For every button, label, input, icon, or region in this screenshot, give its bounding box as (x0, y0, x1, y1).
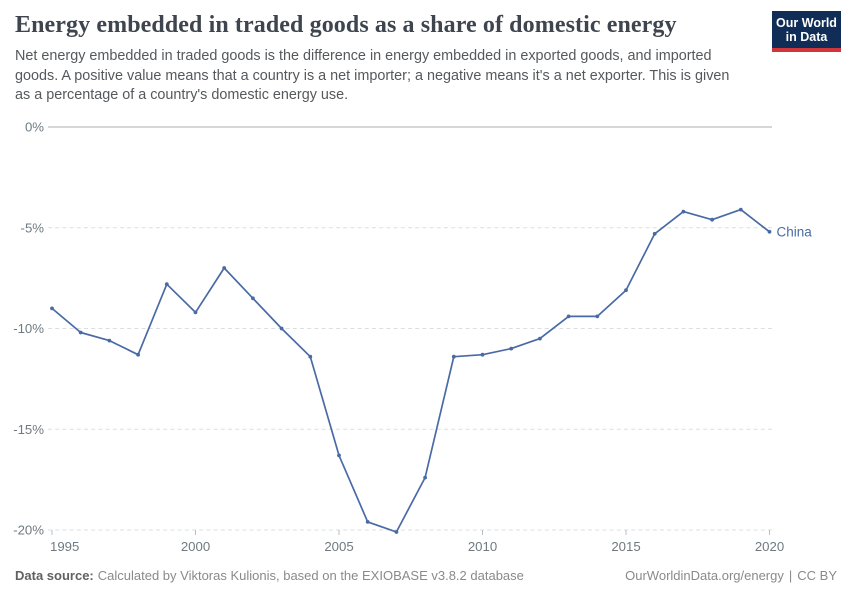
chart-subtitle-line: as a percentage of a country's domestic … (15, 87, 349, 103)
x-axis-label: 1995 (50, 539, 79, 554)
data-point-2017[interactable] (681, 209, 686, 214)
chart-subtitle-line: goods. A positive value means that a cou… (15, 67, 730, 84)
data-point-2002[interactable] (251, 296, 255, 301)
chart-subtitle: Net energy embedded in traded goods is t… (15, 47, 729, 106)
y-axis-label: -15% (13, 422, 44, 437)
footer-divider: | (788, 568, 793, 583)
owid-url-link[interactable]: OurWorldinData.org/energy (625, 568, 784, 583)
data-point-2006[interactable] (365, 520, 370, 524)
data-point-1997[interactable] (107, 338, 112, 343)
x-axis-label: 2015 (611, 539, 640, 554)
data-point-2000[interactable] (193, 310, 198, 315)
data-point-2012[interactable] (538, 336, 542, 341)
data-point-1999[interactable] (164, 282, 169, 287)
data-point-2009[interactable] (451, 354, 456, 359)
data-point-2018[interactable] (710, 217, 714, 222)
data-point-2011[interactable] (509, 346, 514, 351)
y-axis-label: -10% (13, 321, 44, 336)
data-source: Data source: Calculated by Viktoras Kulio… (15, 568, 524, 583)
data-point-1998[interactable] (136, 352, 141, 357)
data-point-1995[interactable] (50, 306, 54, 311)
data-point-2007[interactable] (394, 530, 399, 534)
data-point-2005[interactable] (337, 453, 341, 458)
data-point-2008[interactable] (423, 475, 427, 480)
data-point-2019[interactable] (738, 207, 743, 212)
license-text: CC BY (797, 568, 837, 583)
data-source-label: Data source: (15, 568, 94, 583)
x-axis-label: 2020 (755, 539, 784, 554)
data-point-2013[interactable] (566, 314, 571, 319)
data-point-2014[interactable] (595, 314, 600, 319)
data-point-1996[interactable] (78, 330, 83, 335)
chart-subtitle-line: Net energy embedded in traded goods is t… (15, 48, 712, 64)
y-axis-label: 0% (25, 120, 44, 135)
data-point-2003[interactable] (279, 326, 284, 331)
x-axis-label: 2000 (181, 539, 210, 554)
y-axis-label: -20% (13, 523, 44, 538)
data-point-2015[interactable] (624, 288, 628, 293)
chart-footer: Data source: Calculated by Viktoras Kulio… (15, 568, 837, 583)
data-point-2016[interactable] (652, 231, 657, 236)
data-point-2004[interactable] (308, 354, 313, 359)
page-title: Energy embedded in traded goods as a sha… (15, 12, 677, 38)
data-point-2020[interactable] (767, 229, 772, 234)
x-axis-label: 2010 (468, 539, 497, 554)
footer-right: OurWorldinData.org/energy | CC BY (625, 568, 837, 583)
china-series-line[interactable] (51, 208, 771, 533)
data-point-2001[interactable] (222, 266, 227, 270)
data-point-2010[interactable] (480, 352, 485, 357)
x-axis-label: 2005 (324, 539, 353, 554)
series-label-china[interactable]: China (777, 224, 813, 239)
y-axis-label: -5% (21, 220, 45, 235)
data-source-text: Calculated by Viktoras Kulionis, based o… (97, 568, 524, 583)
